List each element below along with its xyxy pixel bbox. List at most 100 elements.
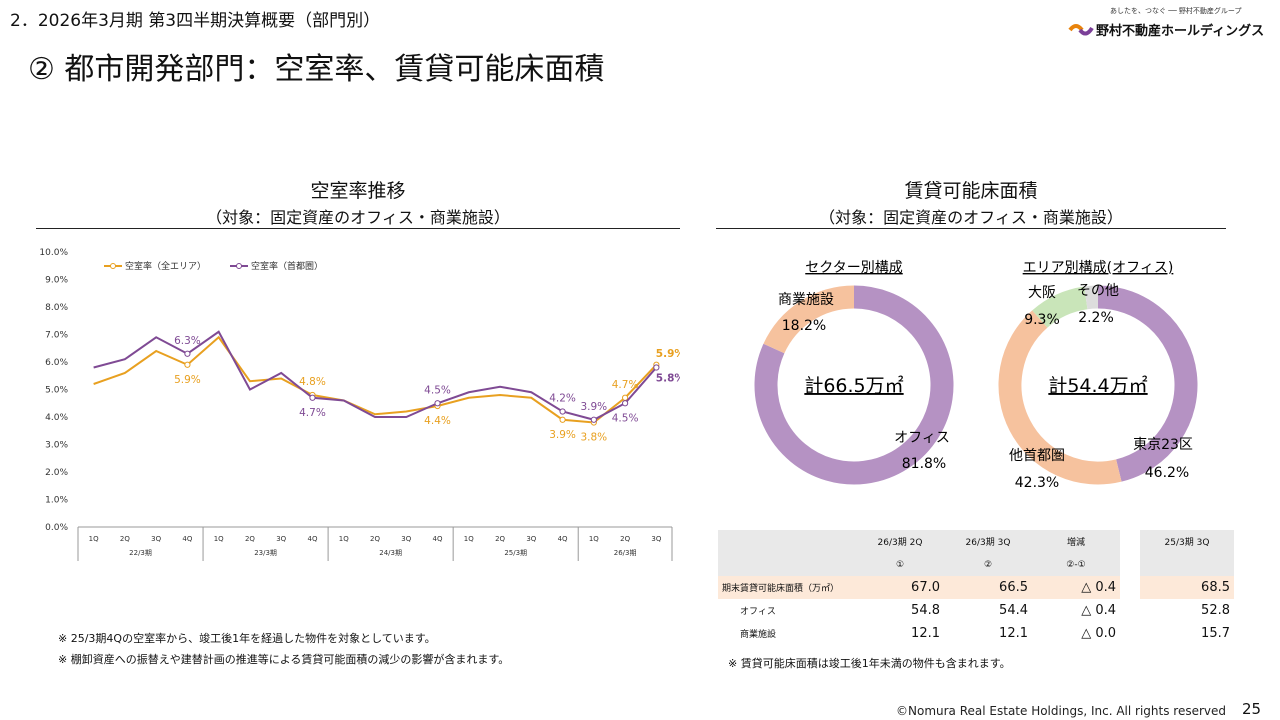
x-tick-label: 1Q bbox=[339, 535, 349, 543]
slice-value-label: 42.3% bbox=[1015, 475, 1059, 491]
x-tick-label: 2Q bbox=[245, 535, 255, 543]
data-label: 5.9% bbox=[174, 374, 201, 386]
x-tick-label: 3Q bbox=[401, 535, 411, 543]
vacancy-panel-title: 空室率推移 bbox=[310, 180, 406, 202]
series-point bbox=[309, 394, 316, 401]
data-label: 5.9% bbox=[656, 348, 680, 360]
table-cell: 12.1 bbox=[999, 626, 1028, 641]
table-header: 26/3期 3Q bbox=[944, 530, 1032, 553]
table-row: 商業施設 12.1 12.1 △ 0.0 15.7 bbox=[718, 622, 1234, 645]
x-tick-label: 4Q bbox=[182, 535, 192, 543]
donut-title: セクター別構成 bbox=[805, 260, 902, 276]
table-row-label: 商業施設 bbox=[740, 630, 777, 640]
vacancy-note-2: ※ 棚卸資産への振替えや建替計画の推進等による賃貸可能面積の減少の影響が含まれま… bbox=[58, 653, 510, 666]
table-header-row: 26/3期 2Q 26/3期 3Q 増減 25/3期 3Q bbox=[718, 530, 1234, 553]
table-corner bbox=[718, 530, 856, 553]
slice-name-label: 大阪 bbox=[1028, 285, 1056, 301]
section-heading: 2．2026年3月期 第3四半期決算概要（部門別） bbox=[10, 11, 381, 31]
x-tick-label: 3Q bbox=[526, 535, 536, 543]
table-header: 25/3期 3Q bbox=[1140, 530, 1234, 553]
x-tick-label: 3Q bbox=[276, 535, 286, 543]
slice-value-label: 46.2% bbox=[1145, 465, 1189, 481]
table-gap bbox=[1120, 599, 1140, 622]
y-tick-label: 3.0% bbox=[45, 441, 68, 451]
donut-center-label: 計54.4万㎡ bbox=[1048, 374, 1147, 397]
donut-slice bbox=[763, 285, 855, 354]
x-tick-label: 1Q bbox=[464, 535, 474, 543]
vacancy-line-chart: 0.0% 1.0% 2.0% 3.0% 4.0% 5.0% 6.0% 7.0% 8.0% 9.0%… bbox=[39, 248, 680, 561]
data-label: 4.7% bbox=[612, 379, 639, 391]
x-tick-label: 1Q bbox=[89, 535, 99, 543]
table-row-label: 期末賃貸可能床面積（万㎡） bbox=[722, 584, 840, 594]
table-cell: 68.5 bbox=[1201, 580, 1230, 595]
table-cell: △ 0.4 bbox=[1081, 580, 1116, 595]
table-corner bbox=[718, 553, 856, 576]
table-subheader bbox=[1140, 553, 1234, 576]
legend-label: 空室率（全エリア） bbox=[125, 260, 206, 272]
slide-title: ② 都市開発部門：空室率、賃貸可能床面積 bbox=[28, 52, 605, 87]
data-label: 4.7% bbox=[299, 407, 326, 419]
donut-slice bbox=[998, 310, 1122, 485]
data-label: 3.9% bbox=[580, 401, 607, 413]
fiscal-year-label: 24/3期 bbox=[379, 549, 402, 557]
logo-mark-icon bbox=[1068, 24, 1094, 36]
area-panel-rule bbox=[716, 228, 1226, 229]
data-label: 4.5% bbox=[612, 412, 639, 424]
x-tick-label: 4Q bbox=[433, 535, 443, 543]
donut-slice bbox=[754, 285, 954, 485]
y-tick-label: 1.0% bbox=[45, 496, 68, 506]
x-tick-label: 1Q bbox=[214, 535, 224, 543]
slice-value-label: 2.2% bbox=[1078, 310, 1114, 326]
data-label: 3.9% bbox=[549, 429, 576, 441]
table-subheader: ② bbox=[944, 553, 1032, 576]
fiscal-year-label: 26/3期 bbox=[614, 549, 637, 557]
data-label: 4.4% bbox=[424, 415, 451, 427]
slice-name-label: 東京23区 bbox=[1133, 437, 1193, 453]
vacancy-panel-subtitle: （対象：固定資産のオフィス・商業施設） bbox=[206, 208, 510, 227]
table-row: オフィス 54.8 54.4 △ 0.4 52.8 bbox=[718, 599, 1234, 622]
y-tick-label: 10.0% bbox=[39, 248, 68, 258]
slice-name-label: 商業施設 bbox=[778, 292, 834, 308]
y-tick-label: 0.0% bbox=[45, 523, 68, 533]
y-tick-label: 6.0% bbox=[45, 358, 68, 368]
donut-slice bbox=[1097, 285, 1198, 482]
table-cell: 67.0 bbox=[911, 580, 940, 595]
legend-marker bbox=[110, 263, 116, 269]
logo-name: 野村不動産ホールディングス bbox=[1096, 24, 1265, 39]
data-label: 3.8% bbox=[580, 432, 607, 444]
table-cell: 54.4 bbox=[999, 603, 1028, 618]
data-label: 5.8% bbox=[656, 373, 680, 385]
table-cell: 15.7 bbox=[1201, 626, 1230, 641]
vacancy-note-1: ※ 25/3期4Qの空室率から、竣工後1年を経過した物件を対象としています。 bbox=[58, 632, 436, 645]
data-label: 6.3% bbox=[174, 335, 201, 347]
data-label: 4.5% bbox=[424, 384, 451, 396]
table-header: 26/3期 2Q bbox=[856, 530, 944, 553]
slice-name-label: その他 bbox=[1077, 283, 1119, 299]
x-tick-label: 2Q bbox=[495, 535, 505, 543]
y-tick-label: 8.0% bbox=[45, 303, 68, 313]
area-note: ※ 賃貸可能床面積は竣工後1年未満の物件も含まれます。 bbox=[728, 657, 1011, 670]
table-cell: 54.8 bbox=[911, 603, 940, 618]
slice-name-label: オフィス bbox=[894, 430, 950, 446]
rentable-area-table: 26/3期 2Q 26/3期 3Q 増減 25/3期 3Q ① ② ②-① 期末… bbox=[718, 530, 1234, 645]
y-tick-label: 9.0% bbox=[45, 276, 68, 286]
data-label: 4.2% bbox=[549, 393, 576, 405]
company-logo: あしたを、つなぐ ── 野村不動産グループ 野村不動産ホールディングス bbox=[1068, 6, 1268, 42]
x-tick-label: 3Q bbox=[151, 535, 161, 543]
table-row: 期末賃貸可能床面積（万㎡） 67.0 66.5 △ 0.4 68.5 bbox=[718, 576, 1234, 599]
series-point bbox=[184, 350, 191, 357]
x-tick-label: 2Q bbox=[370, 535, 380, 543]
vacancy-panel-rule bbox=[36, 228, 680, 229]
donut-center-label: 計66.5万㎡ bbox=[804, 374, 903, 397]
area-panel-title: 賃貸可能床面積 bbox=[904, 180, 1038, 202]
donut-slice bbox=[1084, 285, 1099, 310]
table-gap bbox=[1120, 553, 1140, 576]
series-point bbox=[590, 416, 597, 423]
area-panel-subtitle: （対象：固定資産のオフィス・商業施設） bbox=[819, 208, 1123, 227]
y-tick-label: 2.0% bbox=[45, 468, 68, 478]
series-point bbox=[622, 394, 629, 401]
legend-marker bbox=[236, 263, 242, 269]
x-tick-label: 4Q bbox=[307, 535, 317, 543]
legend-label: 空室率（首都圏） bbox=[251, 260, 323, 272]
